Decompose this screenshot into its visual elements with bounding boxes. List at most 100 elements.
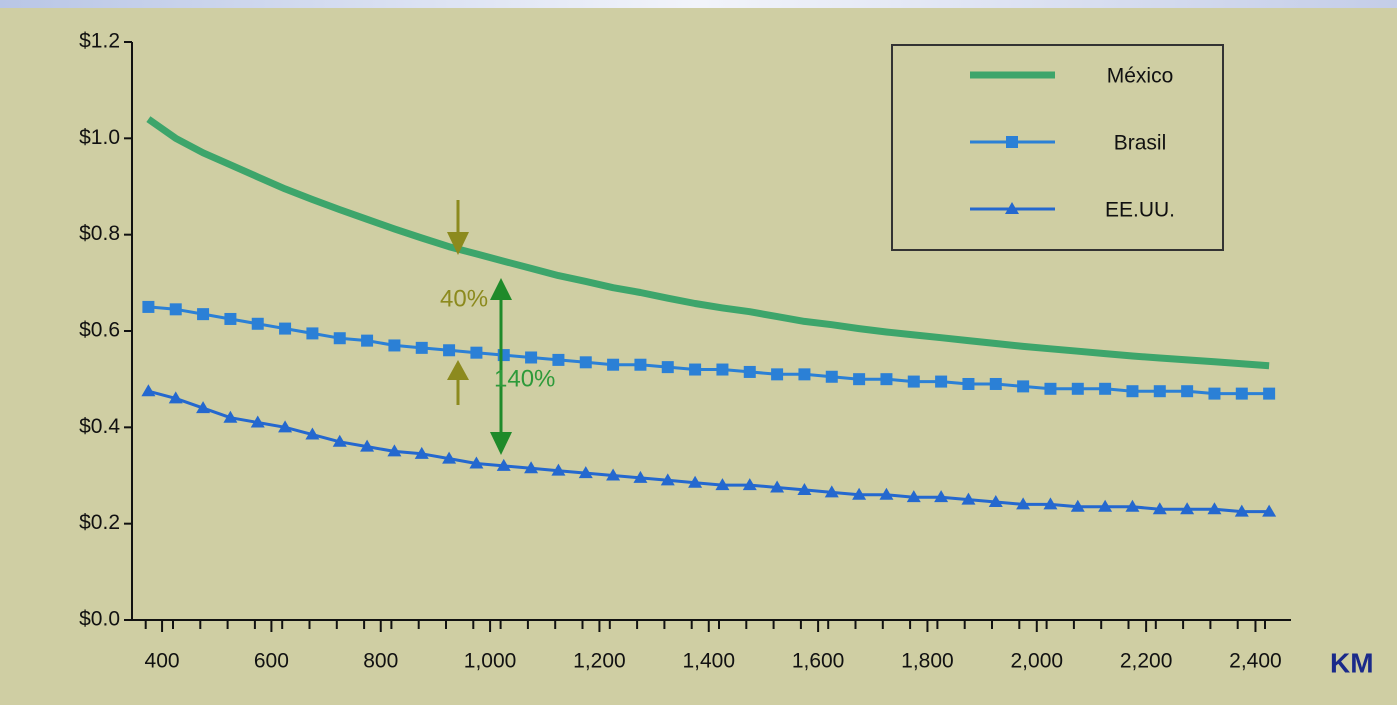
marker xyxy=(770,480,785,493)
marker xyxy=(443,344,456,357)
annotation: 40% xyxy=(440,285,488,312)
marker xyxy=(716,363,729,376)
marker xyxy=(1017,380,1030,393)
marker xyxy=(1098,499,1113,512)
marker xyxy=(1099,382,1112,395)
y-tick-label: $1.0 xyxy=(79,126,120,149)
marker xyxy=(197,308,210,321)
marker xyxy=(1125,499,1140,512)
marker xyxy=(360,439,375,452)
x-tick-label: 1,000 xyxy=(464,650,517,673)
marker xyxy=(907,375,920,388)
x-tick-label: 600 xyxy=(254,650,289,673)
marker xyxy=(661,361,674,374)
marker xyxy=(853,373,866,386)
marker xyxy=(634,358,647,371)
marker xyxy=(305,427,320,440)
marker xyxy=(1235,387,1248,400)
series-line xyxy=(146,116,1270,370)
marker xyxy=(142,300,155,313)
marker xyxy=(279,322,292,335)
marker xyxy=(660,473,675,486)
marker xyxy=(1006,136,1018,148)
marker xyxy=(361,334,374,347)
marker xyxy=(743,365,756,378)
legend: México Brasil EE.UU. xyxy=(891,44,1224,251)
marker xyxy=(988,494,1003,507)
marker xyxy=(333,332,346,345)
marker xyxy=(278,420,293,433)
marker xyxy=(771,368,784,381)
marker xyxy=(715,478,730,491)
marker xyxy=(388,339,401,352)
marker xyxy=(224,312,237,325)
marker xyxy=(306,327,319,340)
marker xyxy=(525,351,538,364)
x-tick-label: 800 xyxy=(363,650,398,673)
x-tick-label: 1,600 xyxy=(792,650,845,673)
marker xyxy=(906,490,921,503)
marker xyxy=(606,468,621,481)
marker xyxy=(552,353,565,366)
marker xyxy=(962,377,975,390)
marker xyxy=(1180,502,1195,515)
marker xyxy=(196,401,211,414)
marker xyxy=(1208,387,1221,400)
marker xyxy=(688,475,703,488)
marker xyxy=(469,456,484,469)
x-tick-label: 1,200 xyxy=(573,650,626,673)
marker xyxy=(251,317,264,330)
marker xyxy=(1070,499,1085,512)
y-tick-label: $0.0 xyxy=(79,608,120,631)
x-tick-label: 2,400 xyxy=(1229,650,1282,673)
marker xyxy=(798,368,811,381)
marker xyxy=(1071,382,1084,395)
x-tick-label: 1,800 xyxy=(901,650,954,673)
marker xyxy=(1152,502,1167,515)
series-line xyxy=(148,389,1270,514)
x-tick-label: 400 xyxy=(145,650,180,673)
annotation: 140% xyxy=(494,365,555,392)
marker xyxy=(1153,385,1166,398)
marker xyxy=(797,482,812,495)
marker xyxy=(742,478,757,491)
marker xyxy=(141,384,156,397)
marker xyxy=(1263,387,1276,400)
x-tick-label: 2,200 xyxy=(1120,650,1173,673)
x-tick-label: 1,400 xyxy=(682,650,735,673)
annotations: 40% 140% xyxy=(440,200,555,455)
y-tick-label: $0.6 xyxy=(79,319,120,342)
marker xyxy=(607,358,620,371)
marker xyxy=(387,444,402,457)
legend-box xyxy=(891,44,1224,251)
marker xyxy=(223,410,238,423)
marker xyxy=(579,356,592,369)
marker xyxy=(935,375,948,388)
marker xyxy=(250,415,265,428)
top-strip xyxy=(0,0,1397,8)
y-tick-label: $0.4 xyxy=(79,415,120,438)
marker xyxy=(551,463,566,476)
y-tick-label: $1.2 xyxy=(79,30,120,53)
marker xyxy=(689,363,702,376)
legend-label: EE.UU. xyxy=(1105,199,1175,222)
marker xyxy=(1234,504,1249,517)
marker xyxy=(961,492,976,505)
marker xyxy=(1262,504,1277,517)
marker xyxy=(415,341,428,354)
marker xyxy=(824,485,839,498)
marker xyxy=(880,373,893,386)
marker xyxy=(332,434,347,447)
x-axis-label: KM xyxy=(1330,647,1374,678)
marker xyxy=(825,370,838,383)
marker xyxy=(496,458,511,471)
marker xyxy=(1181,385,1194,398)
marker xyxy=(1126,385,1139,398)
marker xyxy=(879,487,894,500)
marker xyxy=(414,446,429,459)
marker xyxy=(169,303,182,316)
marker xyxy=(442,451,457,464)
legend-label: Brasil xyxy=(1114,132,1167,155)
marker xyxy=(1043,497,1058,510)
